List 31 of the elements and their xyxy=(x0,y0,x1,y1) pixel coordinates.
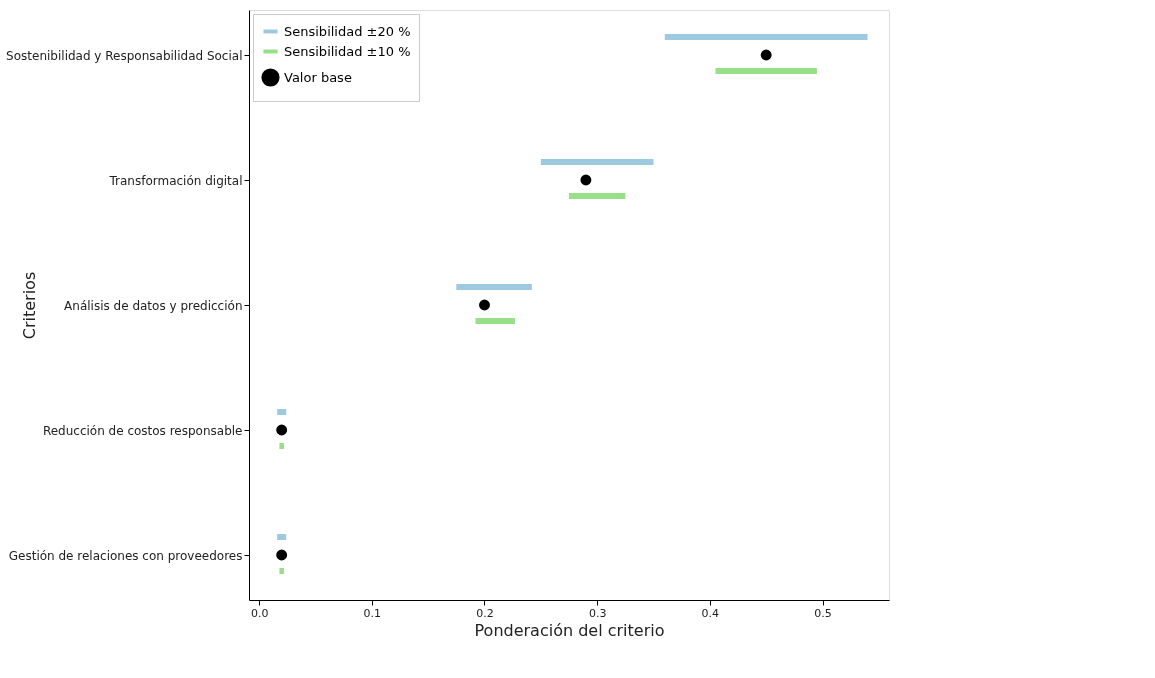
point xyxy=(479,299,490,311)
bar xyxy=(569,193,626,199)
bar xyxy=(540,159,654,165)
x-tick-label: 0.4 xyxy=(701,606,720,620)
bar xyxy=(277,534,287,540)
bar xyxy=(279,568,284,574)
point xyxy=(580,174,592,186)
bar xyxy=(715,68,817,74)
y-axis-title: Criterios xyxy=(19,271,39,340)
bar xyxy=(475,318,515,324)
x-tick-label: 0.3 xyxy=(588,606,607,620)
point xyxy=(276,424,288,436)
y-tick-label: Análisis de datos y predicción xyxy=(64,298,243,313)
x-tick-label: 0.0 xyxy=(250,606,269,620)
x-axis-title: Ponderación del criterio xyxy=(474,620,665,640)
point xyxy=(276,549,288,561)
x-tick-label: 0.5 xyxy=(814,606,832,620)
bar xyxy=(279,443,284,449)
y-tick-label: Reducción de costos responsable xyxy=(42,423,243,438)
legend-label: Valor base xyxy=(284,69,352,85)
y-tick-label: Gestión de relaciones con proveedores xyxy=(8,548,243,563)
x-tick-label: 0.1 xyxy=(363,606,382,620)
legend-label: Sensibilidad ±20 % xyxy=(284,23,411,39)
bar xyxy=(277,409,287,415)
x-tick-label: 0.2 xyxy=(476,606,494,620)
legend-label: Sensibilidad ±10 % xyxy=(284,43,411,59)
point xyxy=(760,49,772,61)
bar xyxy=(456,284,532,290)
y-tick-label: Sostenibilidad y Responsabilidad Social xyxy=(6,48,243,63)
y-tick-label: Transformación digital xyxy=(108,173,243,188)
bar xyxy=(664,34,868,40)
